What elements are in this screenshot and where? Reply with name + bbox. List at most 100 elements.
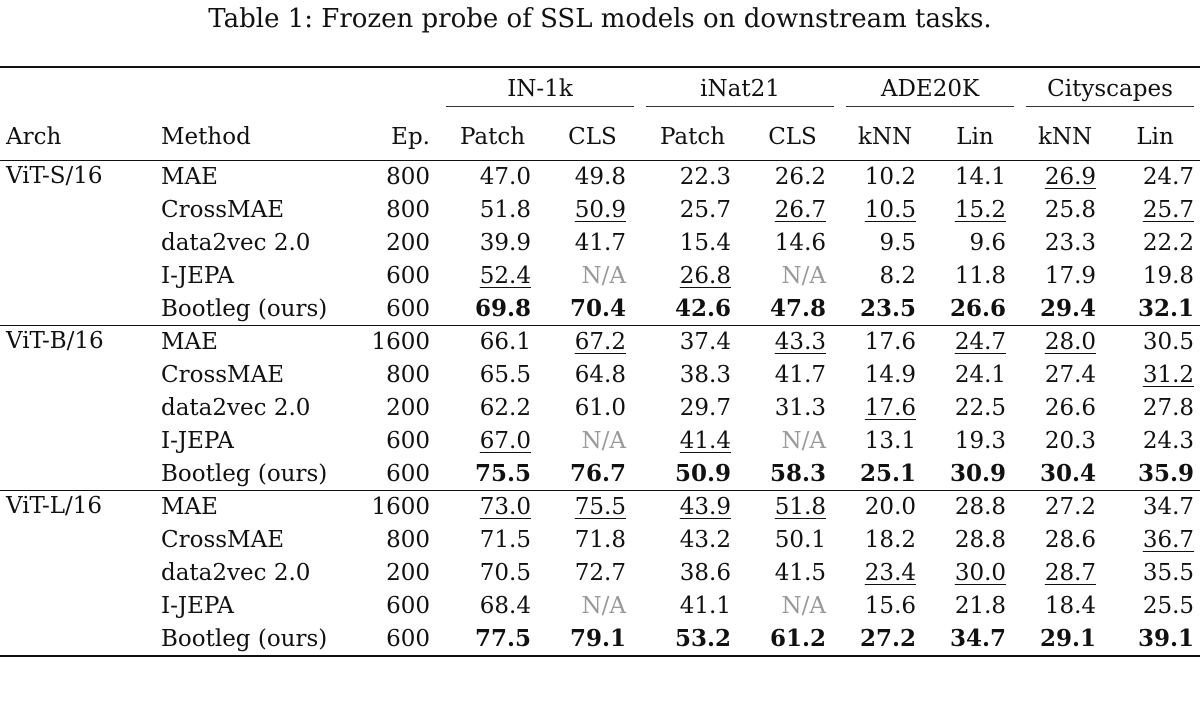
value-cell-ade20k-lin: 11.8 [930,260,1020,293]
value-text: 51.8 [774,494,827,521]
column-header-arch: Arch [6,124,62,150]
value-text: 70.5 [479,560,531,586]
value-text: 75.5 [474,460,531,488]
value-text: 23.3 [1044,230,1097,256]
value-text: 26.2 [774,164,827,191]
value-text: N/A [781,593,827,619]
method-cell: I-JEPA [161,593,234,619]
column-header-cityscapes-lin: Lin [1136,124,1174,150]
value-cell-ade20k-knn: 25.1 [840,458,930,491]
value-text: 23.4 [864,560,917,586]
value-cell-cityscapes-lin: 35.9 [1110,458,1200,491]
value-cell-cityscapes-lin: 27.8 [1110,392,1200,425]
value-cell-in1k-cls: N/A [545,425,640,458]
value-cell-inat21-cls: 47.8 [745,293,840,326]
group-header-cityscapes: Cityscapes [1020,67,1200,114]
method-cell: CrossMAE [161,362,284,388]
value-cell-cityscapes-lin: 35.5 [1110,557,1200,590]
value-cell-ade20k-knn: 23.5 [840,293,930,326]
table-row: ViT-S/16 MAE 800 47.0 49.8 22.3 26.2 10.2 14.1 26… [0,160,1200,194]
value-text: 66.1 [479,329,531,356]
table-row: data2vec 2.0 200 70.5 72.7 38.6 41.5 23.4 30.0 2… [0,557,1200,590]
value-text: 15.4 [679,230,731,256]
value-cell-inat21-patch: 41.1 [640,590,745,623]
value-text: 22.3 [679,164,731,191]
value-cell-inat21-cls: N/A [745,425,840,458]
value-text: 15.6 [864,593,917,619]
value-text: 9.5 [879,230,917,256]
value-text: 25.7 [1142,197,1195,223]
table-row: CrossMAE 800 65.5 64.8 38.3 41.7 14.9 24.1 27.4 3… [0,359,1200,392]
value-cell-cityscapes-knn: 30.4 [1020,458,1110,491]
value-text: 35.9 [1138,460,1195,488]
value-text: 71.5 [479,527,531,553]
column-header-in1k-patch: Patch [459,124,526,150]
value-cell-inat21-patch: 29.7 [640,392,745,425]
value-cell-ade20k-lin: 28.8 [930,491,1020,524]
value-cell-inat21-cls: 31.3 [745,392,840,425]
value-cell-ade20k-lin: 28.8 [930,524,1020,557]
value-text: 30.0 [954,560,1007,586]
value-text: 42.6 [674,295,731,323]
epochs-cell: 800 [386,527,430,553]
epochs-cell: 600 [386,428,430,454]
value-cell-cityscapes-knn: 29.1 [1020,623,1110,656]
value-text: 11.8 [954,263,1007,289]
value-text: 47.0 [479,164,531,191]
value-cell-inat21-cls: 41.5 [745,557,840,590]
value-text: 43.3 [774,329,827,356]
value-text: 25.5 [1142,593,1195,619]
group-header-ade20k: ADE20K [840,67,1020,114]
epochs-cell: 600 [386,593,430,619]
value-text: 47.8 [769,295,827,323]
epochs-cell: 800 [386,197,430,223]
value-text: 26.6 [1044,395,1097,421]
value-text: 61.0 [574,395,626,421]
value-text: 13.1 [864,428,917,454]
value-cell-in1k-cls: 70.4 [545,293,640,326]
value-cell-in1k-patch: 67.0 [440,425,545,458]
value-cell-inat21-cls: N/A [745,260,840,293]
value-text: 8.2 [879,263,917,289]
value-text: 25.7 [679,197,731,223]
table-row: Bootleg (ours) 600 77.5 79.1 53.2 61.2 27.2 34.… [0,623,1200,656]
method-cell: I-JEPA [161,428,234,454]
value-cell-in1k-patch: 71.5 [440,524,545,557]
value-text: 14.1 [954,164,1007,191]
value-cell-cityscapes-knn: 27.4 [1020,359,1110,392]
table-row: CrossMAE 800 51.8 50.9 25.7 26.7 10.5 15.2 25.8 2… [0,194,1200,227]
value-text: 38.6 [679,560,731,586]
value-cell-in1k-patch: 75.5 [440,458,545,491]
value-text: 19.3 [954,428,1007,454]
value-text: 17.6 [864,395,917,421]
value-text: 36.7 [1142,527,1195,553]
column-header-in1k-cls: CLS [568,124,617,150]
value-text: 73.0 [479,494,531,521]
table-row: I-JEPA 600 68.4 N/A 41.1 N/A 15.6 21.8 18.4 25.5 [0,590,1200,623]
value-cell-in1k-cls: 64.8 [545,359,640,392]
value-cell-ade20k-lin: 22.5 [930,392,1020,425]
value-text: 71.8 [574,527,626,553]
value-text: 49.8 [574,164,626,191]
value-text: 24.7 [1142,164,1195,191]
value-cell-cityscapes-lin: 34.7 [1110,491,1200,524]
value-text: N/A [781,428,827,454]
value-text: 34.7 [950,625,1007,652]
value-cell-cityscapes-knn: 23.3 [1020,227,1110,260]
value-text: 43.2 [679,527,731,553]
value-cell-cityscapes-lin: 25.7 [1110,194,1200,227]
epochs-cell: 200 [386,230,430,256]
value-text: 17.9 [1044,263,1097,289]
value-cell-ade20k-lin: 15.2 [930,194,1020,227]
results-table: IN-1k iNat21 ADE20K Cityscapes Arch Meth… [0,66,1200,657]
value-text: 75.5 [574,494,626,521]
value-text: 41.7 [774,362,827,388]
arch-cell: ViT-S/16 [6,163,103,189]
value-cell-in1k-cls: 75.5 [545,491,640,524]
epochs-cell: 800 [386,164,430,191]
value-text: 22.2 [1142,230,1195,256]
value-text: 10.2 [864,164,917,191]
value-text: 76.7 [569,460,626,488]
value-cell-inat21-patch: 41.4 [640,425,745,458]
value-cell-in1k-cls: 79.1 [545,623,640,656]
